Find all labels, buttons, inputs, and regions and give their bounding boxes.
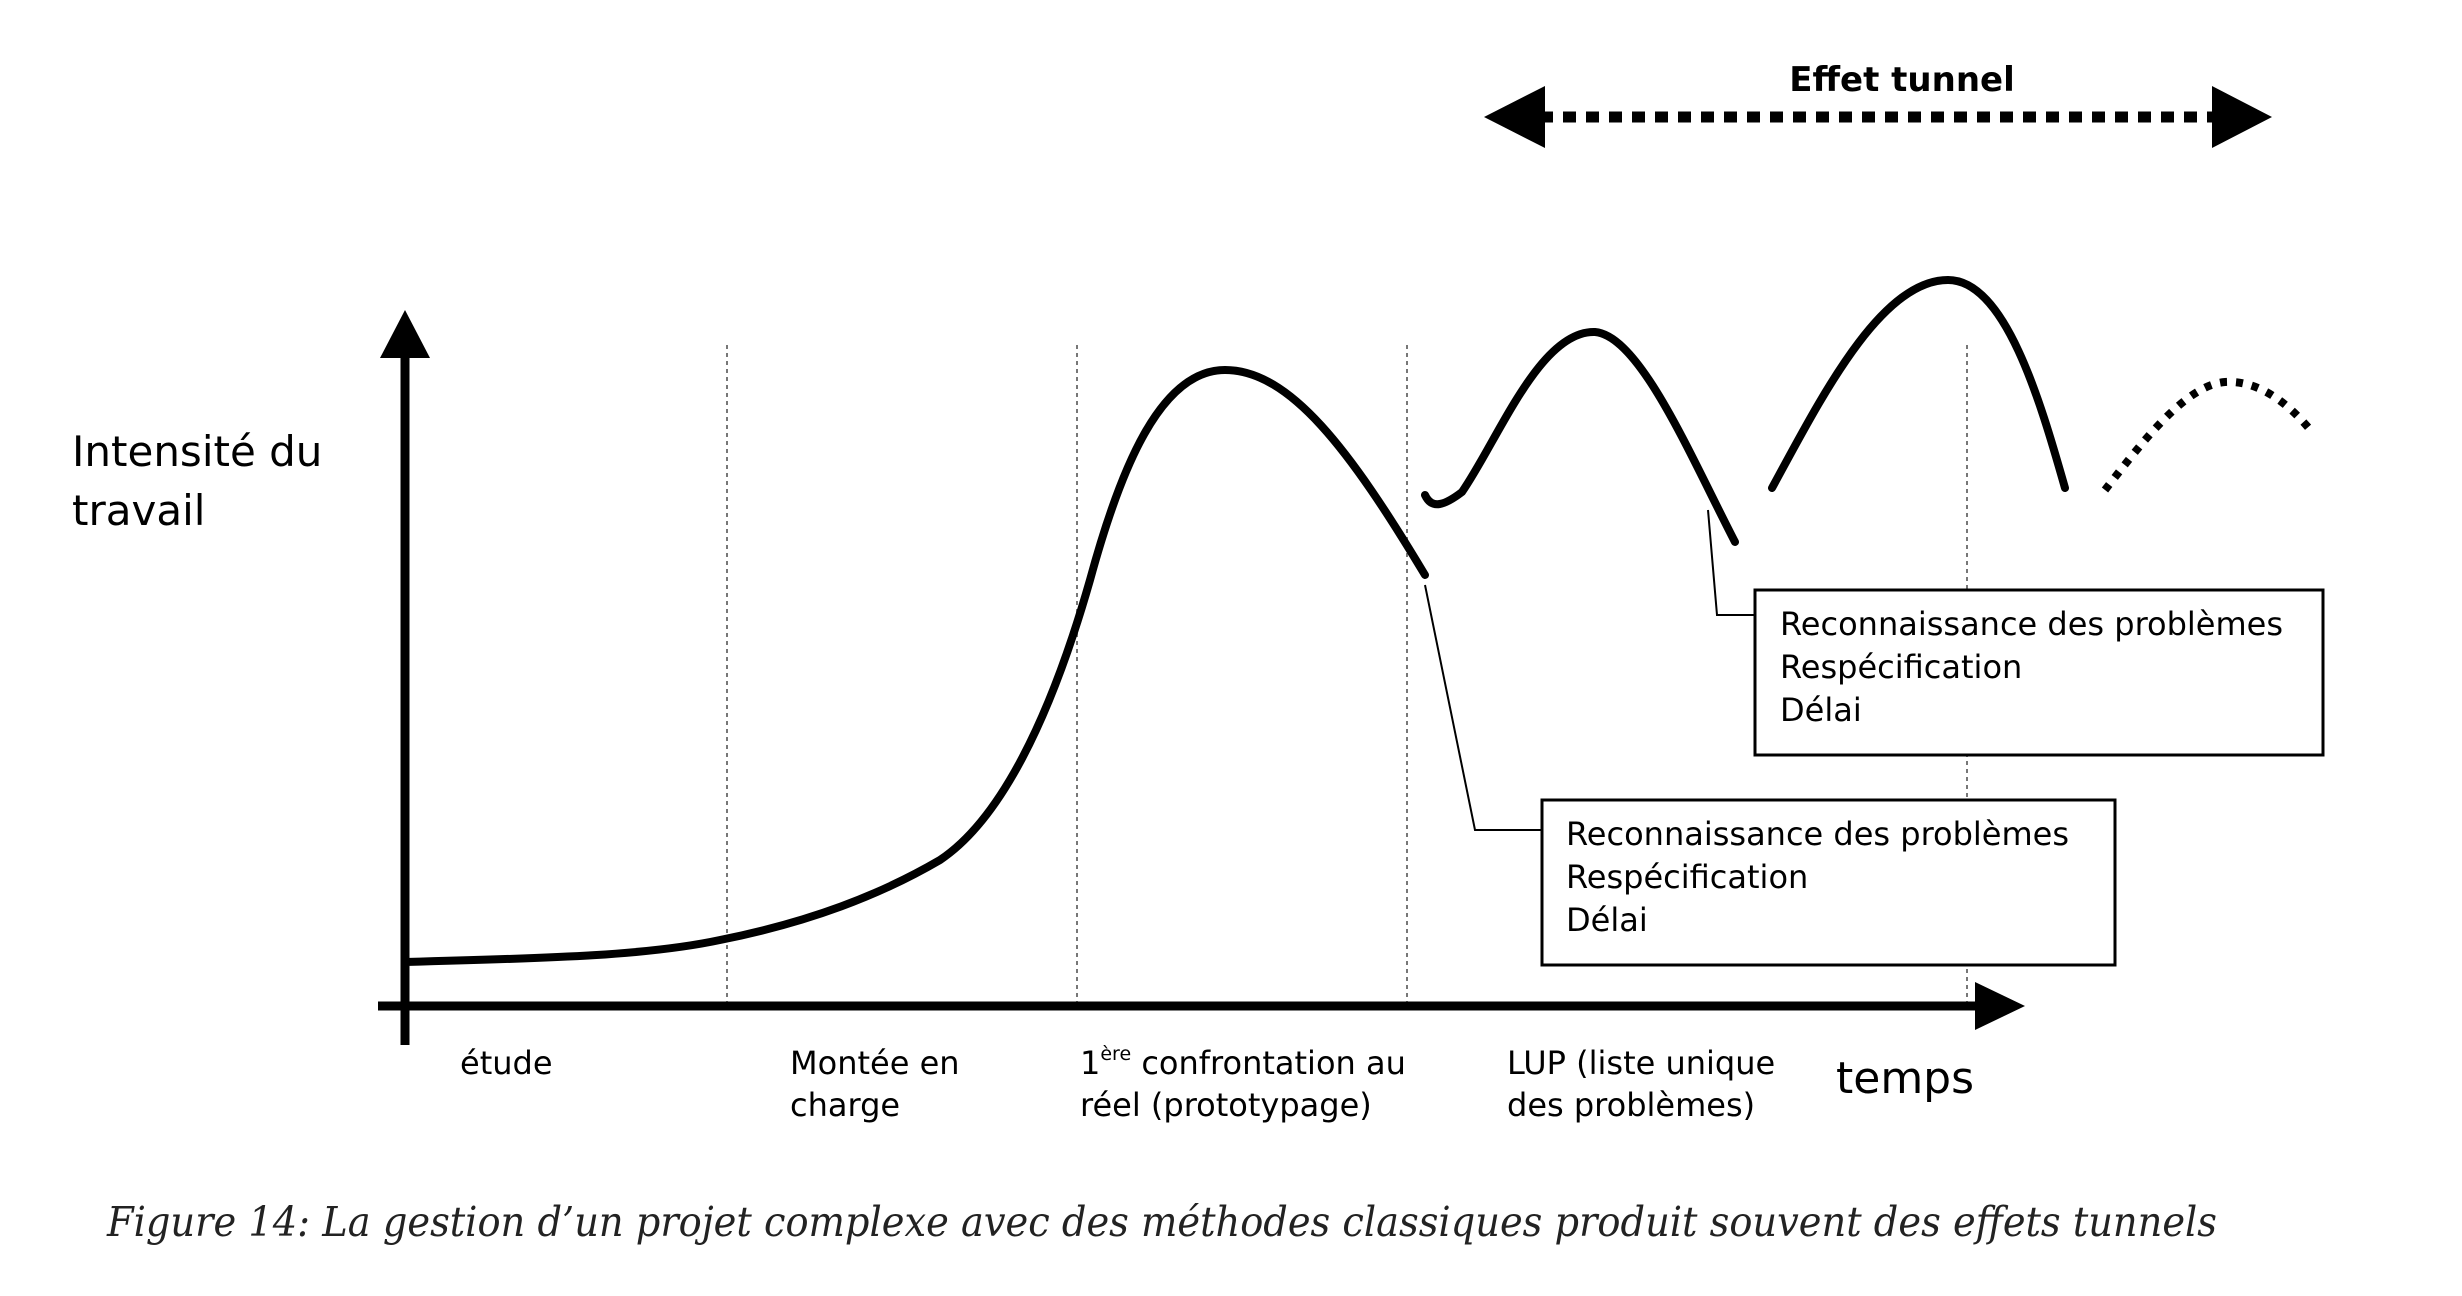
y-axis-arrowhead	[380, 310, 430, 358]
callout-lower-line: Délai	[1566, 901, 1648, 939]
callout-upper-line: Délai	[1780, 691, 1862, 729]
callout-lower-leader	[1424, 584, 1542, 831]
iteration-peak-2	[1768, 275, 2069, 492]
x-axis	[378, 982, 2025, 1030]
intensity-curve	[401, 365, 1429, 966]
y-axis-label-line1: Intensité du	[72, 427, 322, 476]
callout-lower-line: Reconnaissance des problèmes	[1566, 815, 2069, 853]
iteration-peak-dotted	[2101, 377, 2316, 493]
callout-upper-line: Respécification	[1780, 648, 2022, 686]
phase-label-lup: des problèmes)	[1507, 1086, 1755, 1124]
y-axis-label-line2: travail	[72, 486, 205, 535]
phase-label-montee: charge	[790, 1086, 900, 1124]
tunnel-arrow-right-head	[2212, 86, 2272, 148]
tunnel-label: Effet tunnel	[1789, 60, 2015, 100]
callout-lower-box	[1540, 798, 2117, 967]
callout-lower-line: Respécification	[1566, 858, 1808, 896]
iteration-peak-1	[1421, 327, 1739, 546]
phase-label-montee: Montée en	[790, 1044, 960, 1082]
figure-caption: Figure 14: La gestion d’un projet comple…	[106, 1198, 2217, 1246]
phase-label-confrontation: réel (prototypage)	[1080, 1086, 1372, 1124]
callout-lower: Reconnaissance des problèmes Respécifica…	[1540, 798, 2117, 967]
callout-upper: Reconnaissance des problèmes Respécifica…	[1753, 588, 2325, 757]
x-axis-label: temps	[1836, 1053, 1974, 1104]
callout-upper-line: Reconnaissance des problèmes	[1780, 605, 2283, 643]
x-axis-arrowhead	[1975, 982, 2025, 1030]
phase-label-etude: étude	[460, 1044, 553, 1082]
tunnel-arrow-left-head	[1484, 86, 1545, 148]
y-axis	[380, 310, 430, 1045]
tunnel-arrow	[1484, 86, 2272, 148]
phase-label-confrontation: 1ère confrontation au	[1080, 1043, 1406, 1082]
callout-upper-box	[1753, 588, 2325, 757]
phase-label-lup: LUP (liste unique	[1507, 1044, 1775, 1082]
callout-upper-leader	[1707, 509, 1755, 616]
